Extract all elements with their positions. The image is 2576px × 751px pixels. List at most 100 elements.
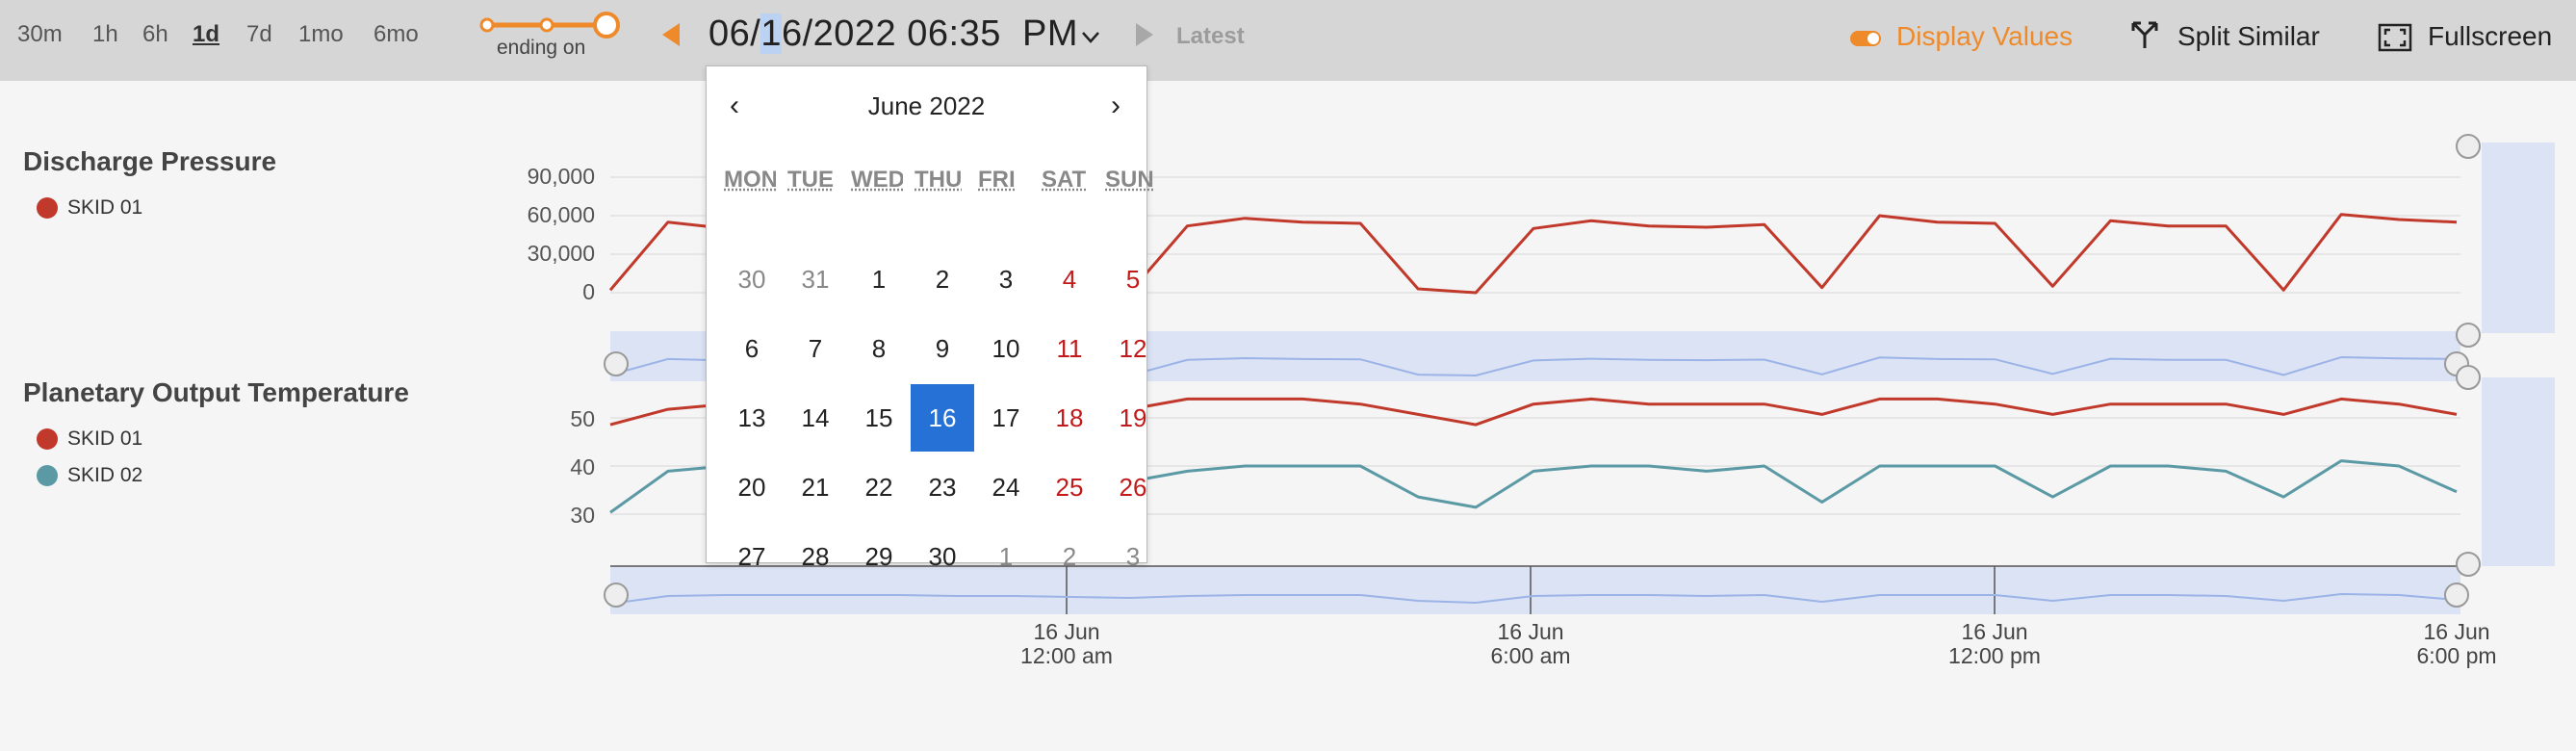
calendar-day[interactable]: 9 xyxy=(935,334,950,363)
date-picker-calendar: ‹ June 2022 › MON TUE WED THU FRI SAT SUN 30 31… xyxy=(706,65,1154,571)
calendar-day[interactable]: 3 xyxy=(1125,542,1141,571)
range-button-1mo[interactable]: 1mo xyxy=(298,21,344,47)
calendar-day[interactable]: 12 xyxy=(1119,334,1147,363)
datetime-rest: 6/2022 06:35 xyxy=(781,13,1001,54)
y-navigator-1[interactable] xyxy=(2482,142,2555,333)
calendar-day[interactable]: 14 xyxy=(801,403,830,432)
navigator-handles xyxy=(604,134,2481,608)
calendar-day[interactable]: 22 xyxy=(864,473,893,502)
display-values-toggle-icon[interactable] xyxy=(1848,27,1887,50)
calendar-prev-month-button[interactable]: ‹ xyxy=(730,90,739,121)
y-tick-label: 0 xyxy=(582,279,595,304)
x-tick-label: 16 Jun 6:00 pm xyxy=(2370,620,2543,668)
y-tick-label: 60,000 xyxy=(527,202,595,227)
x-tick-label: 16 Jun 12:00 pm xyxy=(1908,620,2081,668)
navigator-handle-right[interactable] xyxy=(2444,583,2469,608)
ending-on-slider-icon[interactable] xyxy=(477,8,631,46)
calendar-day[interactable]: 17 xyxy=(992,403,1020,432)
range-button-30m[interactable]: 30m xyxy=(17,21,63,47)
calendar-day[interactable]: 7 xyxy=(808,334,823,363)
fullscreen-icon[interactable] xyxy=(2378,21,2414,54)
calendar-day[interactable]: 31 xyxy=(801,265,830,294)
latest-button[interactable]: Latest xyxy=(1176,23,1245,49)
y-handle-bottom[interactable] xyxy=(2456,323,2481,348)
legend-item[interactable]: SKID 02 xyxy=(37,464,142,487)
calendar-day[interactable]: 5 xyxy=(1125,265,1141,294)
calendar-weekday-sat: SAT xyxy=(1042,167,1087,193)
y-handle-bottom[interactable] xyxy=(2456,552,2481,577)
y-tick-label: 40 xyxy=(570,454,595,479)
datetime-prefix: 06/ xyxy=(708,13,761,54)
navigator-handle-left[interactable] xyxy=(604,351,629,376)
x-tick-time: 12:00 pm xyxy=(1948,643,2041,668)
calendar-day[interactable]: 1 xyxy=(998,542,1014,571)
calendar-day[interactable]: 18 xyxy=(1055,403,1084,432)
x-tick-day: 16 Jun xyxy=(2423,619,2490,644)
calendar-day[interactable]: 2 xyxy=(935,265,950,294)
calendar-day[interactable]: 30 xyxy=(737,265,766,294)
calendar-weekday-thu: THU xyxy=(914,167,963,193)
display-values-button[interactable]: Display Values xyxy=(1896,21,2074,51)
calendar-day[interactable]: 11 xyxy=(1056,334,1083,363)
calendar-day[interactable]: 26 xyxy=(1119,473,1147,502)
navigator-handle-left[interactable] xyxy=(604,583,629,608)
calendar-day[interactable]: 27 xyxy=(737,542,766,571)
calendar-day[interactable]: 21 xyxy=(801,473,830,502)
legend-item[interactable]: SKID 01 xyxy=(37,196,142,220)
calendar-day[interactable]: 10 xyxy=(992,334,1020,363)
calendar-next-month-button[interactable]: › xyxy=(1111,90,1121,121)
y-handle-top[interactable] xyxy=(2456,134,2481,159)
y-tick-label: 50 xyxy=(570,406,595,431)
calendar-day[interactable]: 30 xyxy=(928,542,957,571)
navigator-strip-2[interactable] xyxy=(610,566,2460,614)
calendar-day[interactable]: 6 xyxy=(744,334,760,363)
calendar-weekday-tue: TUE xyxy=(787,167,834,193)
datetime-ampm: PM xyxy=(1021,13,1078,54)
calendar-month-label: June 2022 xyxy=(867,91,986,120)
legend-item[interactable]: SKID 01 xyxy=(37,427,142,451)
range-button-6mo[interactable]: 6mo xyxy=(374,21,419,47)
calendar-day[interactable]: 25 xyxy=(1055,473,1084,502)
datetime-input[interactable]: 06/16/2022 06:35 PM xyxy=(708,13,1078,55)
split-similar-button[interactable]: Split Similar xyxy=(2177,21,2320,51)
calendar-day[interactable]: 3 xyxy=(998,265,1014,294)
next-arrow-icon[interactable] xyxy=(1134,21,1157,50)
legend-color-dot xyxy=(37,428,58,450)
x-axis-ticks xyxy=(1066,566,1996,614)
calendar-day[interactable]: 1 xyxy=(871,265,887,294)
calendar-day[interactable]: 8 xyxy=(871,334,887,363)
calendar-weekday-mon: MON xyxy=(724,167,776,193)
calendar-day[interactable]: 28 xyxy=(801,542,830,571)
x-tick-label: 16 Jun 12:00 am xyxy=(980,620,1153,668)
calendar-day[interactable]: 23 xyxy=(928,473,957,502)
legend-label: SKID 02 xyxy=(67,464,143,486)
calendar-day[interactable]: 20 xyxy=(737,473,766,502)
range-button-1h[interactable]: 1h xyxy=(92,21,118,47)
y-navigator-2[interactable] xyxy=(2482,377,2555,566)
x-tick-day: 16 Jun xyxy=(1961,619,2028,644)
previous-arrow-icon[interactable] xyxy=(660,21,683,50)
calendar-day[interactable]: 29 xyxy=(864,542,893,571)
fullscreen-button[interactable]: Fullscreen xyxy=(2428,21,2553,51)
calendar-weekday-wed: WED xyxy=(851,167,903,193)
range-button-6h[interactable]: 6h xyxy=(142,21,168,47)
x-tick-day: 16 Jun xyxy=(1497,619,1564,644)
chevron-down-icon[interactable] xyxy=(1080,29,1103,48)
calendar-day[interactable]: 19 xyxy=(1119,403,1147,432)
y-handle-top[interactable] xyxy=(2456,365,2481,390)
split-similar-icon[interactable] xyxy=(2129,19,2162,52)
calendar-day[interactable]: 13 xyxy=(737,403,766,432)
range-button-7d[interactable]: 7d xyxy=(246,21,272,47)
calendar-day-selected[interactable]: 16 xyxy=(911,384,974,452)
panel-title-planetary-output-temperature: Planetary Output Temperature xyxy=(23,377,409,407)
x-tick-day: 16 Jun xyxy=(1033,619,1100,644)
x-tick-time: 6:00 am xyxy=(1490,643,1571,668)
ending-on-label: ending on xyxy=(497,37,586,59)
range-button-1d[interactable]: 1d xyxy=(193,21,220,47)
calendar-day[interactable]: 4 xyxy=(1062,265,1077,294)
calendar-day[interactable]: 15 xyxy=(864,403,893,432)
calendar-day[interactable]: 2 xyxy=(1062,542,1077,571)
calendar-day[interactable]: 24 xyxy=(992,473,1020,502)
y-tick-label: 30 xyxy=(570,503,595,528)
